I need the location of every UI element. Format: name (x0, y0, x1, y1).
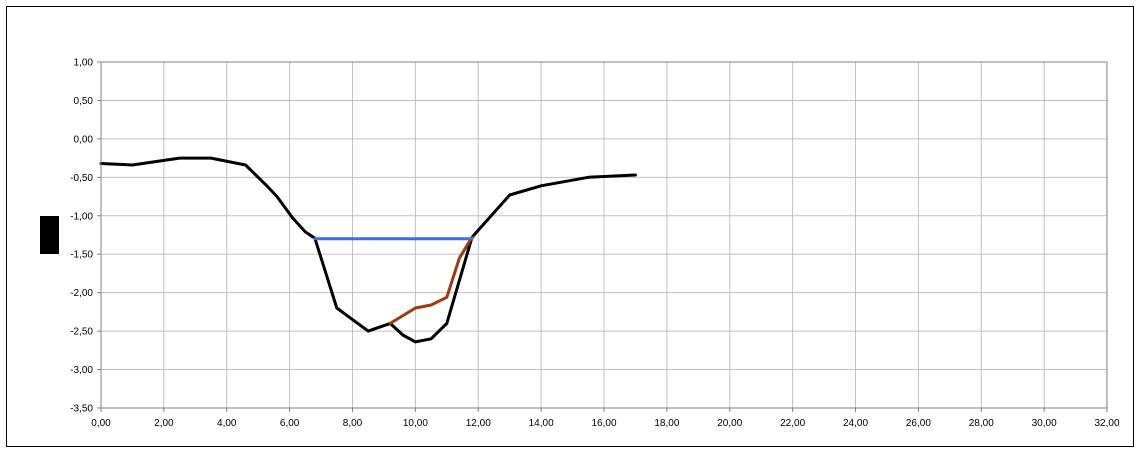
y-axis-label-block (40, 216, 59, 254)
chart-frame (6, 6, 1134, 447)
y-tick-label: -3,50 (70, 404, 93, 415)
plot-border (100, 61, 1108, 409)
x-tick-label: 10,00 (403, 418, 428, 429)
x-tick-label: 0,00 (91, 418, 111, 429)
x-tick-label: 32,00 (1094, 418, 1119, 429)
x-tick-label: 8,00 (343, 418, 363, 429)
y-tick-label: -2,50 (70, 327, 93, 338)
x-tick-label: 20,00 (717, 418, 742, 429)
x-tick-label: 2,00 (154, 418, 174, 429)
x-tick-label: 30,00 (1032, 418, 1057, 429)
x-tick-label: 26,00 (906, 418, 931, 429)
ground-profile-line (99, 156, 637, 344)
y-tick-label: -1,50 (70, 250, 93, 261)
y-tick-label: -3,00 (70, 365, 93, 376)
y-tick-label: -2,00 (70, 288, 93, 299)
tick-labels: 0,00 2,00 4,00 6,00 8,00 10,00 12,00 14,00 16,00… (70, 58, 1120, 430)
y-tick-label: -1,00 (70, 211, 93, 222)
y-tick-label: 0,50 (74, 96, 94, 107)
x-tick-label: 4,00 (217, 418, 237, 429)
x-tick-label: 28,00 (969, 418, 994, 429)
series-lines (99, 156, 637, 344)
design-profile-line (388, 235, 474, 325)
x-tick-label: 14,00 (529, 418, 554, 429)
x-tick-label: 6,00 (280, 418, 300, 429)
y-tick-label: 1,00 (74, 58, 94, 69)
x-tick-label: 24,00 (843, 418, 868, 429)
y-tick-label: -0,50 (70, 173, 93, 184)
x-tick-label: 22,00 (780, 418, 805, 429)
x-tick-label: 16,00 (591, 418, 616, 429)
y-tick-label: 0,00 (74, 134, 94, 145)
x-tick-label: 18,00 (654, 418, 679, 429)
grid (97, 61, 1108, 412)
x-tick-label: 12,00 (466, 418, 491, 429)
